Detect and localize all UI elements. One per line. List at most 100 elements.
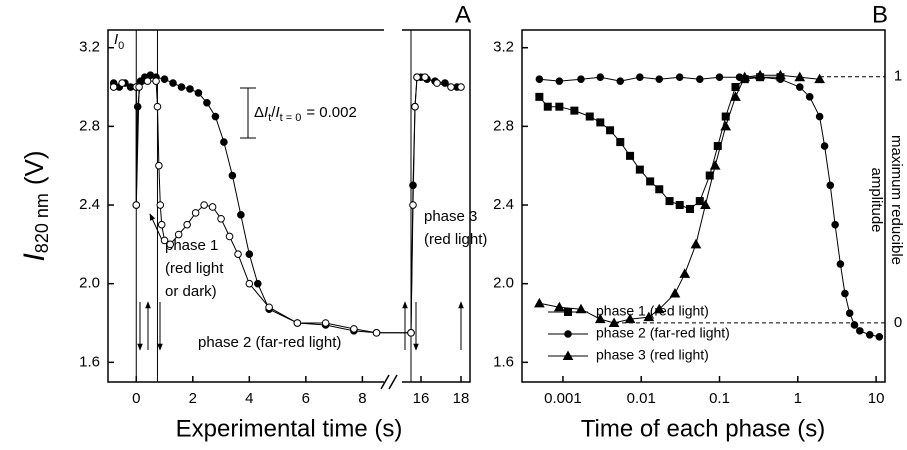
plot-frame	[521, 29, 886, 383]
data-point	[669, 287, 681, 298]
data-point	[169, 79, 177, 87]
data-point	[606, 126, 615, 135]
annotation: or dark)	[165, 283, 217, 300]
data-point	[720, 120, 732, 131]
legend-marker	[564, 330, 572, 338]
data-point	[643, 311, 655, 322]
data-point	[265, 303, 273, 312]
x-tick-label: 1	[794, 390, 802, 407]
data-point	[186, 85, 194, 93]
data-point	[203, 98, 211, 107]
plot-frame	[107, 29, 471, 383]
y-tick-label: 2.4	[493, 196, 514, 213]
data-point	[713, 142, 722, 151]
data-point	[411, 102, 419, 111]
y-tick-label: 2.4	[79, 196, 100, 213]
y2-axis-label: maximum reducible	[888, 135, 905, 265]
x-tick-label: 0	[132, 390, 140, 407]
data-point	[616, 138, 625, 147]
data-point	[447, 83, 455, 91]
data-point	[616, 77, 625, 85]
data-point	[152, 77, 160, 85]
data-point	[814, 73, 825, 84]
y-tick-label: 3.2	[493, 39, 514, 56]
x-tick-label: 6	[302, 390, 310, 407]
x-tick-label: 8	[358, 390, 366, 407]
legend-marker	[564, 308, 572, 316]
data-point	[653, 303, 665, 314]
data-point	[153, 102, 162, 111]
data-point	[686, 204, 695, 213]
data-point	[220, 138, 228, 146]
y-tick-label: 2.0	[493, 275, 514, 292]
y-axis-label-sub: 820 nm	[32, 193, 52, 253]
x-tick-label: 2	[189, 390, 197, 407]
data-point	[775, 69, 786, 80]
data-point	[836, 260, 845, 268]
data-point	[200, 201, 208, 209]
data-point	[535, 75, 544, 83]
data-point	[143, 77, 152, 85]
data-point	[731, 83, 740, 92]
x-axis-label: Experimental time (s)	[176, 415, 403, 442]
i0-sub: 0	[118, 40, 124, 52]
data-point	[875, 332, 884, 341]
data-point	[679, 268, 691, 278]
data-point	[675, 73, 684, 81]
x-axis-label: Time of each phase (s)	[581, 415, 826, 442]
data-point	[157, 220, 166, 229]
data-point	[655, 185, 664, 194]
y-tick-label: 1.6	[79, 353, 100, 370]
panel-label: A	[455, 1, 471, 28]
y-tick-label: 1.6	[493, 353, 514, 370]
x-tick-label: 0.01	[627, 390, 656, 407]
y-tick-label: 2.0	[79, 275, 100, 292]
data-point	[109, 83, 118, 91]
annotation: phase 2 (far-red light)	[198, 334, 341, 351]
data-point	[191, 209, 200, 217]
data-point	[805, 93, 814, 101]
data-point	[577, 75, 585, 83]
data-point	[555, 77, 564, 85]
data-point	[865, 331, 874, 339]
delta-part: /	[271, 104, 276, 121]
data-point	[177, 83, 186, 91]
data-point	[132, 201, 141, 209]
data-point	[245, 250, 254, 258]
note-arrow	[149, 213, 163, 241]
delta-part: I	[264, 104, 268, 121]
data-point	[635, 165, 644, 174]
axis-break-mark	[388, 374, 398, 390]
data-point	[553, 301, 565, 312]
x-tick-label: 0.1	[709, 390, 730, 407]
data-point	[575, 303, 587, 314]
data-point	[135, 83, 143, 91]
data-point	[820, 142, 829, 150]
annotation: (red light)	[424, 231, 487, 248]
data-point	[228, 171, 237, 180]
delta-part: t	[268, 112, 271, 124]
data-point	[118, 79, 126, 87]
axis-break-gap	[384, 23, 402, 37]
x-tick-label: 0.001	[544, 390, 582, 407]
x-tick-label: 16	[413, 390, 430, 407]
data-point	[700, 199, 711, 210]
data-point	[225, 232, 234, 241]
x-tick-label: 4	[245, 390, 253, 407]
data-point	[413, 73, 421, 81]
delta-part: t = 0	[280, 112, 302, 124]
legend-marker	[562, 350, 574, 360]
data-point	[594, 313, 606, 324]
axis-break-mark	[380, 374, 390, 390]
data-point	[234, 250, 242, 258]
data-point	[626, 151, 635, 160]
y2-tick-label: 0	[894, 314, 902, 331]
panel-label: B	[872, 1, 888, 28]
data-point	[655, 75, 664, 83]
data-point	[166, 240, 174, 249]
delta-part: I	[275, 104, 279, 121]
legend-label: phase 2 (far-red light)	[596, 325, 730, 341]
data-point	[133, 102, 142, 111]
